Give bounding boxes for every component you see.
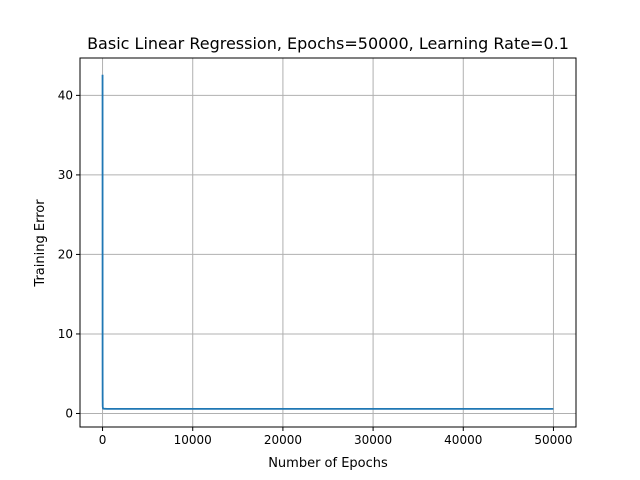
series-layer <box>101 74 554 410</box>
plot-frame <box>79 57 577 428</box>
x-tick-label: 50000 <box>534 433 572 447</box>
x-tick-label: 0 <box>99 433 107 447</box>
y-axis-label: Training Error <box>33 199 48 288</box>
x-tick-label: 40000 <box>444 433 482 447</box>
y-axis-ticks: 0 10 20 30 40 <box>58 88 80 420</box>
y-tick-label: 0 <box>65 406 73 420</box>
x-axis-ticks: 0 10000 20000 30000 40000 50000 <box>99 427 573 447</box>
chart-title: Basic Linear Regression, Epochs=50000, L… <box>87 34 569 53</box>
x-axis-label: Number of Epochs <box>268 456 388 471</box>
y-tick-label: 30 <box>58 168 73 182</box>
y-tick-label: 20 <box>58 247 73 261</box>
x-tick-label: 20000 <box>264 433 302 447</box>
x-tick-label: 30000 <box>354 433 392 447</box>
series-line <box>101 74 554 410</box>
y-tick-label: 10 <box>58 327 73 341</box>
x-tick-label: 10000 <box>174 433 212 447</box>
grid <box>80 58 576 427</box>
y-tick-label: 40 <box>58 88 73 102</box>
